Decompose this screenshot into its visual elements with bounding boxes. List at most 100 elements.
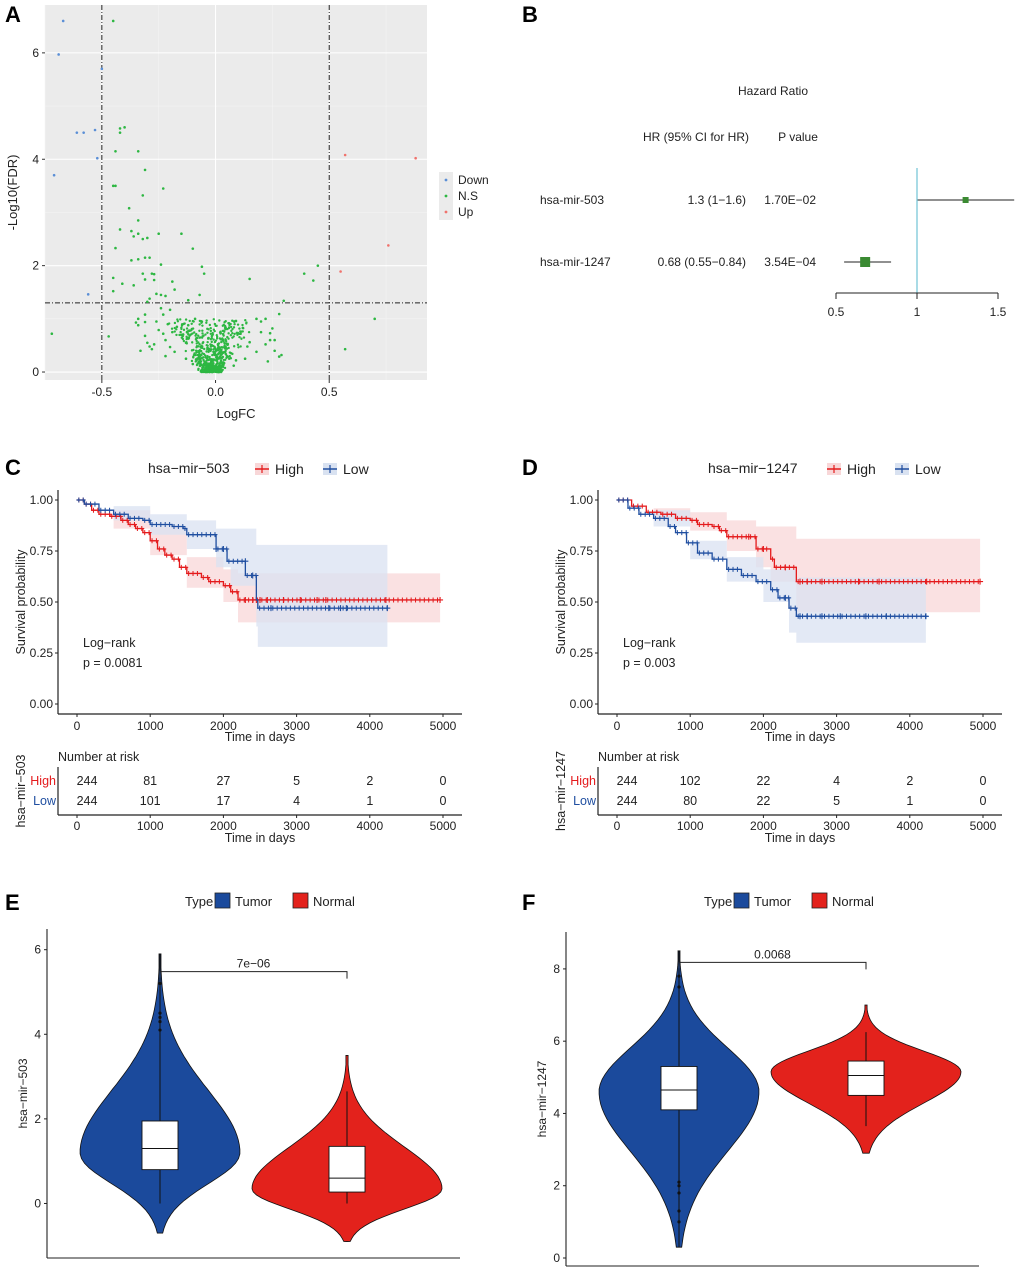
- point-ns: [201, 364, 204, 367]
- censor-mark: [164, 552, 170, 558]
- survival-curve-low: [617, 499, 926, 617]
- point-ns: [219, 330, 222, 333]
- censor-mark: [358, 605, 364, 611]
- point-ns: [208, 323, 212, 327]
- risk-count: 244: [617, 774, 638, 788]
- point-down: [61, 19, 65, 23]
- point-ns: [202, 334, 205, 337]
- point-ns: [206, 355, 209, 358]
- point-ns: [141, 194, 145, 197]
- point-ns: [155, 320, 158, 323]
- point-ns: [184, 357, 188, 361]
- censor-mark: [292, 605, 298, 611]
- logrank-pvalue: p = 0.003: [623, 656, 676, 670]
- point-ns: [196, 334, 200, 337]
- point-ns: [136, 323, 140, 327]
- y-axis-title: -Log10(FDR): [5, 155, 20, 231]
- censor-mark: [200, 575, 206, 581]
- point-ns: [277, 355, 281, 358]
- censor-mark: [413, 597, 419, 603]
- censor-mark: [936, 579, 942, 585]
- point-ns: [233, 332, 236, 336]
- censor-mark: [782, 594, 789, 601]
- censor-mark: [373, 597, 379, 603]
- censor-mark: [149, 538, 155, 544]
- censor-mark: [366, 605, 372, 611]
- point-ns: [173, 321, 177, 325]
- censor-mark: [782, 564, 789, 571]
- volcano-plot: -0.5 0.0 0.5 0 2 4 6 LogFC -Log10(FDR) Down N.S Up: [5, 5, 489, 421]
- point-ns: [373, 317, 377, 321]
- point-ns: [161, 313, 165, 316]
- point-ns: [211, 331, 214, 335]
- y-tick-label: 6: [32, 46, 39, 60]
- point-ns: [197, 357, 201, 361]
- censor-mark: [242, 596, 249, 603]
- point-ns: [343, 347, 347, 351]
- point-ns: [229, 334, 233, 337]
- point-ns: [173, 288, 176, 291]
- censor-mark: [715, 524, 721, 530]
- point-ns: [238, 327, 241, 330]
- point-ns: [218, 319, 221, 322]
- censor-mark: [685, 540, 691, 546]
- censor-mark: [848, 613, 854, 619]
- censor-mark: [971, 579, 977, 585]
- legend-label: Down: [458, 173, 489, 187]
- censor-mark: [616, 497, 622, 503]
- point-ns: [227, 322, 231, 325]
- censor-mark: [347, 597, 353, 603]
- risk-count: 244: [617, 794, 638, 808]
- censor-mark: [862, 613, 869, 620]
- censor-mark: [774, 587, 780, 593]
- point-ns: [231, 332, 234, 335]
- censor-mark: [309, 605, 315, 611]
- censor-mark: [770, 556, 776, 562]
- legend-key-normal: [811, 892, 828, 909]
- risk-count: 1: [906, 794, 913, 808]
- point-ns: [248, 340, 251, 344]
- point-ns: [146, 236, 149, 240]
- censor-mark: [914, 579, 920, 585]
- point-ns: [155, 292, 158, 296]
- y-tick-label: 2: [553, 1179, 560, 1193]
- point-ns: [245, 322, 248, 325]
- censor-mark: [764, 579, 770, 585]
- censor-mark: [375, 605, 381, 611]
- point-ns: [148, 297, 151, 300]
- hr-value: 0.68 (0.55−0.84): [658, 255, 746, 269]
- censor-mark: [153, 521, 159, 527]
- hr-column-header: HR (95% CI for HR): [643, 130, 749, 144]
- risk-count: 244: [77, 774, 98, 788]
- censor-mark: [426, 597, 432, 603]
- censor-mark: [369, 597, 375, 603]
- censor-mark: [395, 597, 401, 603]
- legend-label: Up: [458, 205, 474, 219]
- point-ns: [229, 352, 233, 355]
- censor-mark: [242, 558, 249, 565]
- point-ns: [209, 332, 212, 336]
- censor-mark: [909, 579, 915, 585]
- censor-mark: [285, 597, 291, 603]
- censor-mark: [171, 556, 177, 562]
- point-ns: [248, 277, 251, 281]
- risk-table-title: Number at risk: [598, 750, 680, 764]
- censor-mark: [839, 579, 845, 585]
- point-ns: [111, 276, 115, 280]
- legend-label: Normal: [832, 894, 874, 909]
- censor-mark: [711, 524, 717, 530]
- censor-mark: [146, 517, 152, 523]
- point-ns: [214, 350, 217, 353]
- point-ns: [210, 334, 214, 338]
- point-ns: [201, 329, 204, 332]
- point-ns: [226, 355, 230, 358]
- point-ns: [210, 344, 213, 347]
- point-ns: [168, 345, 172, 349]
- point-ns: [193, 331, 196, 334]
- censor-mark: [887, 579, 893, 585]
- point-ns: [312, 279, 315, 282]
- censor-mark: [83, 501, 89, 507]
- censor-mark: [178, 564, 184, 570]
- point-ns: [236, 343, 240, 346]
- point-ns: [223, 366, 227, 370]
